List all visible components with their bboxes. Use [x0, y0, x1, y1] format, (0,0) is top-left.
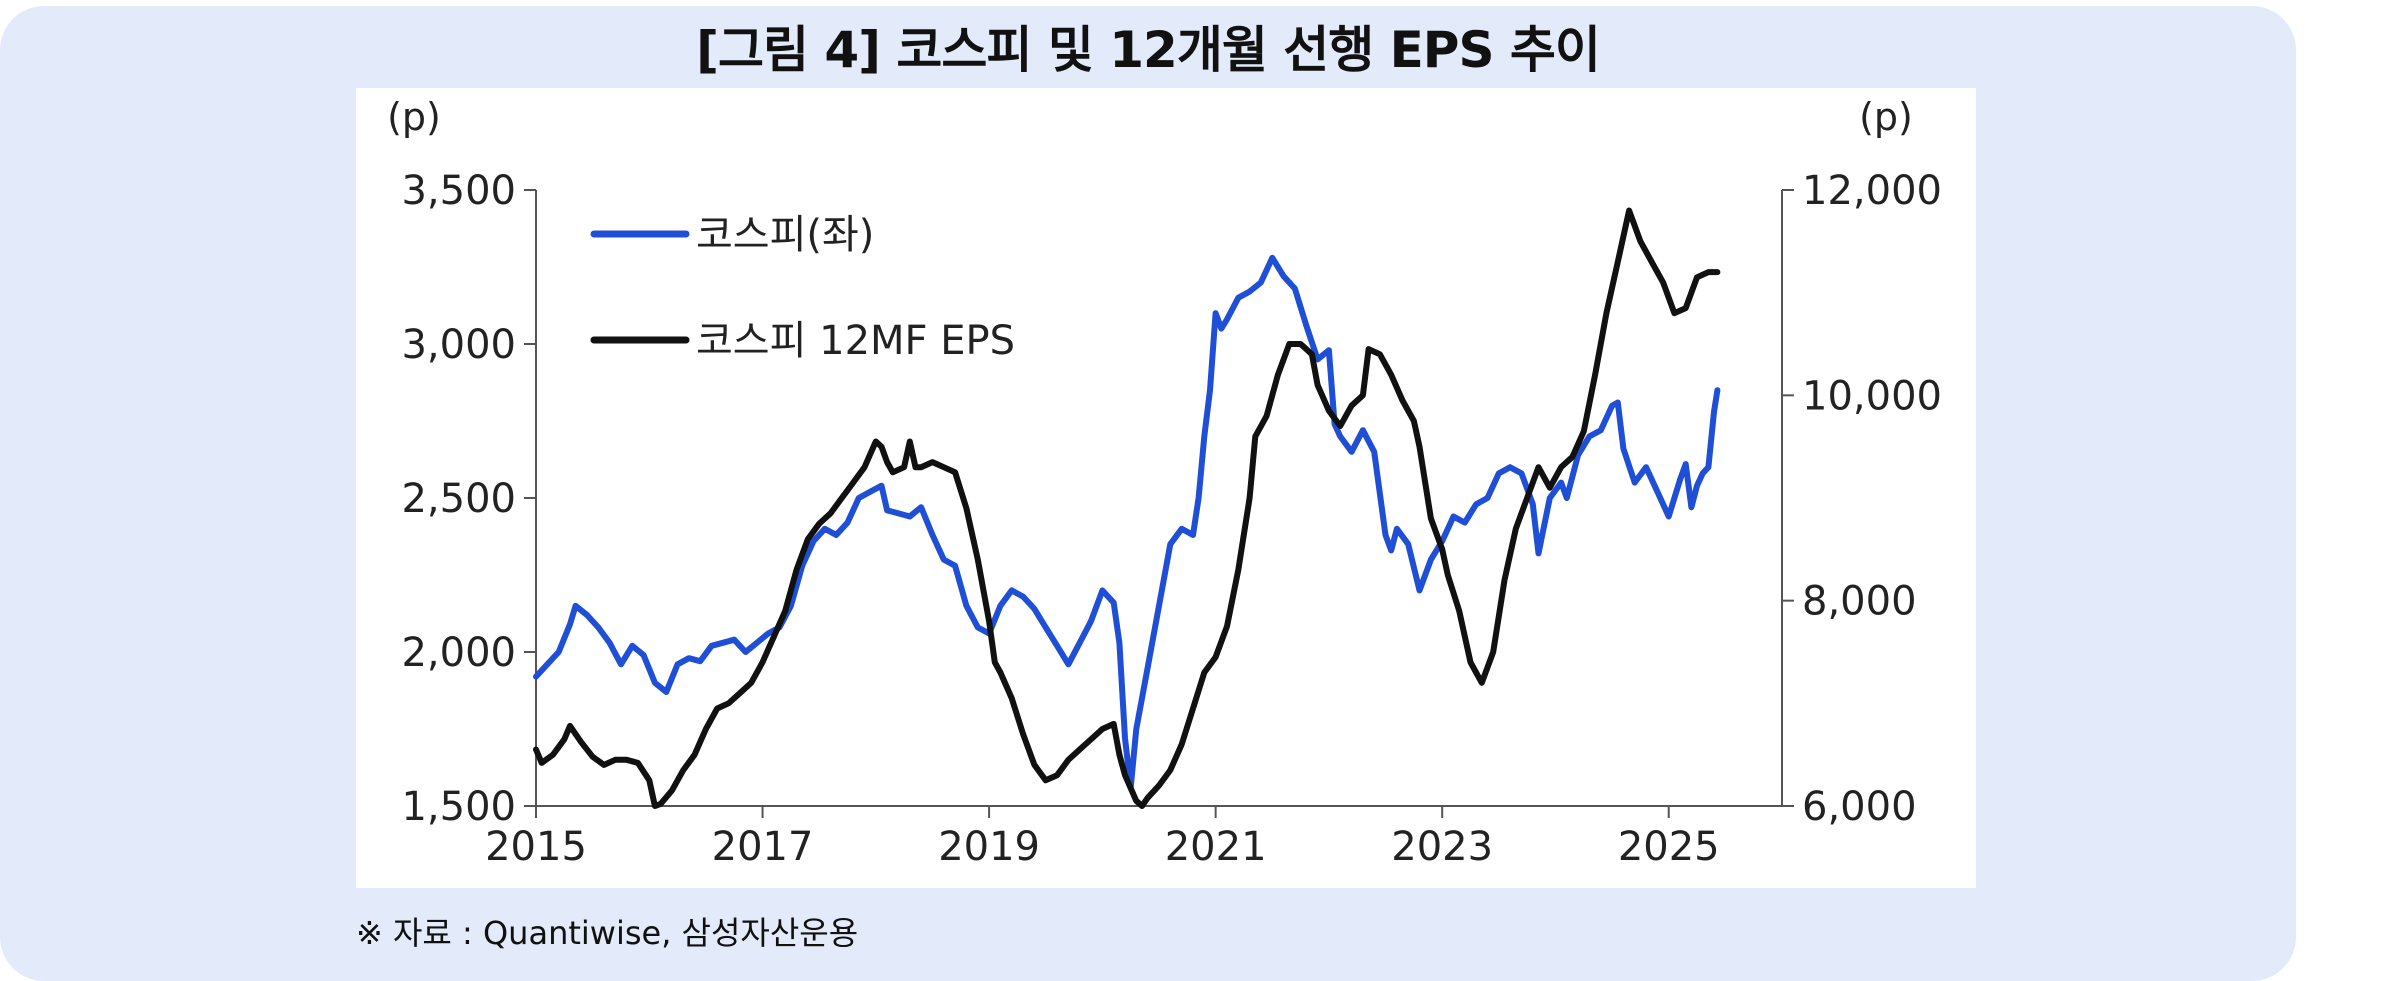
- left-tick-label: 3,500: [401, 168, 516, 214]
- x-tick-label: 2021: [1165, 824, 1267, 870]
- right-tick-label: 10,000: [1802, 373, 1942, 419]
- x-tick-label: 2015: [485, 824, 587, 870]
- right-axis-unit: (p): [1859, 95, 1913, 139]
- chart-title: [그림 4] 코스피 및 12개월 선행 EPS 추이: [696, 21, 1601, 79]
- x-tick-label: 2023: [1391, 824, 1493, 870]
- source-note: ※ 자료 : Quantiwise, 삼성자산운용: [356, 914, 859, 952]
- eps-line: [533, 207, 1721, 809]
- legend-label-kospi: 코스피(좌): [696, 212, 874, 258]
- kospi-line: [533, 254, 1721, 791]
- right-tick-label: 12,000: [1802, 168, 1942, 214]
- x-tick-label: 2017: [712, 824, 814, 870]
- left-tick-label: 2,000: [401, 630, 516, 676]
- left-tick-label: 1,500: [401, 784, 516, 830]
- right-tick-label: 8,000: [1802, 579, 1917, 625]
- left-tick-label: 3,000: [401, 322, 516, 368]
- plot-area: (p) (p) 1,500 2,000 2,500 3,000 3,500 6,000 8,00…: [356, 88, 1976, 888]
- left-tick-label: 2,500: [401, 476, 516, 522]
- legend-label-eps: 코스피 12MF EPS: [696, 318, 1015, 364]
- line-chart: (p) (p) 1,500 2,000 2,500 3,000 3,500 6,000 8,00…: [387, 95, 1942, 870]
- x-tick-label: 2019: [938, 824, 1040, 870]
- right-tick-label: 6,000: [1802, 784, 1917, 830]
- left-axis-unit: (p): [387, 95, 441, 139]
- x-tick-label: 2025: [1618, 824, 1720, 870]
